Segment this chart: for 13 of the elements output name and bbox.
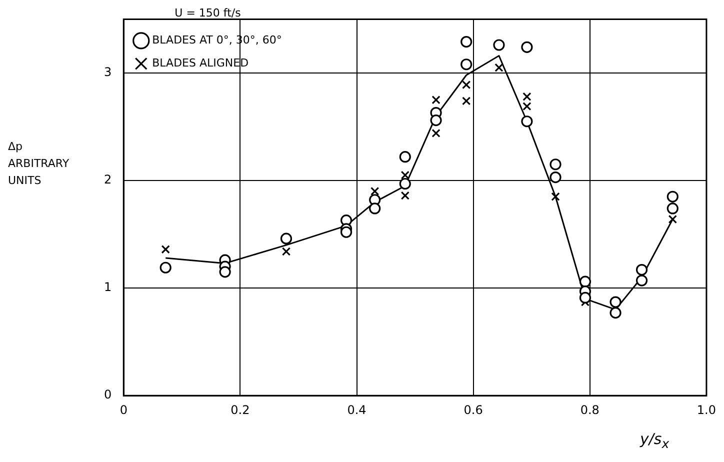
x-axis-title: y/s$_{x}$ — [640, 430, 670, 451]
x-tick-label: 0 — [120, 402, 128, 417]
x-tick-label: 1.0 — [696, 402, 716, 417]
y-tick-label: 1 — [104, 280, 112, 294]
x-tick-label: 0.2 — [230, 402, 250, 417]
x-tick-label: 0.6 — [464, 402, 483, 417]
y-tick-label: 3 — [104, 65, 112, 80]
legend-title: U = 150 ft/s — [174, 6, 242, 20]
x-tick-label: 0.4 — [347, 402, 366, 417]
x-tick-label: 0.8 — [580, 402, 600, 417]
y-tick-label: 2 — [104, 172, 112, 187]
y-tick-label: 0 — [104, 388, 112, 402]
y-axis-title: Δp ARBITRARY UNITS — [8, 139, 70, 189]
